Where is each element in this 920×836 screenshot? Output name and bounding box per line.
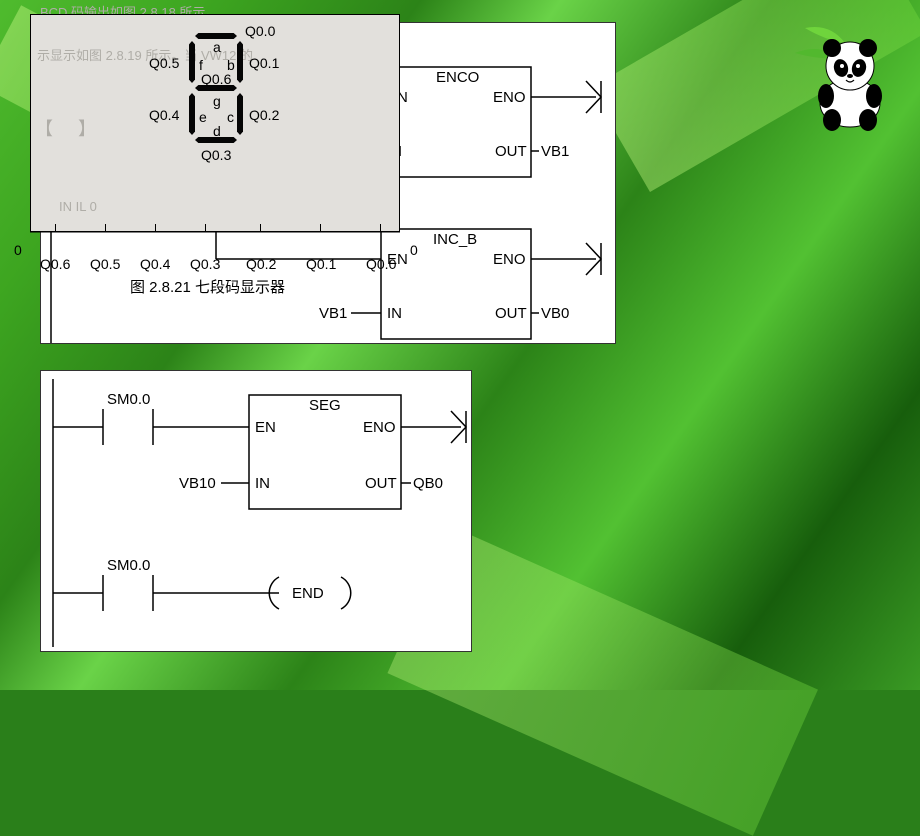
seg-out: OUT <box>365 475 397 492</box>
block1-eno: ENO <box>493 89 526 106</box>
seven-segment-panel: BCD 码输出如图 2.8.18 所示。 示显示如图 2.8.19 所示。当 V… <box>0 0 430 298</box>
axis-q00: Q0.0 <box>366 256 396 272</box>
axis-q03: Q0.3 <box>190 256 220 272</box>
tick <box>105 224 106 232</box>
axis-q05: Q0.5 <box>90 256 120 272</box>
panda-decoration <box>790 18 910 138</box>
block1-out-val: VB1 <box>541 143 569 160</box>
block2-title: INC_B <box>433 231 477 248</box>
seg-eno: ENO <box>363 419 396 436</box>
contact1-label: SM0.0 <box>107 391 150 408</box>
axis-q06: Q0.6 <box>40 256 70 272</box>
axis-q02: Q0.2 <box>246 256 276 272</box>
caption: 图 2.8.21 七段码显示器 <box>130 276 285 297</box>
ladder-diagram-panel-2: SM0.0 SEG EN ENO IN OUT VB10 QB0 SM0.0 E… <box>40 370 472 652</box>
seg-in: IN <box>255 475 270 492</box>
end-label: END <box>292 585 324 602</box>
block1-out: OUT <box>495 143 527 160</box>
block2-out-val: VB0 <box>541 305 569 322</box>
tick <box>380 224 381 232</box>
block2-in: IN <box>387 305 402 322</box>
block2-out: OUT <box>495 305 527 322</box>
tick <box>320 224 321 232</box>
contact2-label: SM0.0 <box>107 557 150 574</box>
tick <box>55 224 56 232</box>
block1-title: ENCO <box>436 69 479 86</box>
axis-zero-left: 0 <box>14 242 22 258</box>
axis-q04: Q0.4 <box>140 256 170 272</box>
block2-eno: ENO <box>493 251 526 268</box>
tick <box>205 224 206 232</box>
axis-q01: Q0.1 <box>306 256 336 272</box>
seg-en: EN <box>255 419 276 436</box>
seg-in-val: VB10 <box>179 475 216 492</box>
tick <box>260 224 261 232</box>
tick <box>155 224 156 232</box>
block2-in-val: VB1 <box>319 305 347 322</box>
axis-zero-right: 0 <box>410 242 418 258</box>
seven-segment-inner: 示显示如图 2.8.19 所示。当 VW12 的 IN IL 0 【 】 Q0.… <box>30 14 400 232</box>
seg-block-title: SEG <box>309 397 341 414</box>
seg-out-val: QB0 <box>413 475 443 492</box>
